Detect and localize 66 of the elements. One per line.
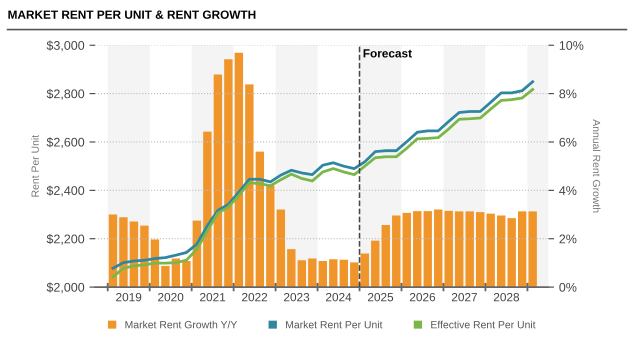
x-tick-label: 2026 [410, 292, 436, 302]
bar [434, 209, 442, 288]
bar [350, 262, 358, 288]
bar [455, 211, 464, 288]
bar [203, 132, 212, 288]
x-tick-label: 2023 [284, 292, 310, 302]
bar [161, 266, 170, 288]
bar [224, 59, 233, 288]
bar [318, 260, 327, 288]
y-tick-label: $2,000 [46, 282, 84, 294]
y-tick-label: $3,000 [46, 40, 84, 52]
bar [402, 212, 411, 288]
x-tick-label: 2024 [326, 292, 352, 302]
y2-axis-title: Annual Rent Growth [592, 119, 601, 212]
bar [424, 211, 432, 288]
y2-tick-label: 10% [560, 41, 584, 50]
bar [382, 224, 390, 288]
legend-label: Market Rent Per Unit [286, 320, 382, 328]
bar [308, 258, 317, 288]
bar [256, 152, 264, 288]
y2-tick-label: 0% [559, 282, 576, 292]
x-tick-label: 2028 [494, 292, 520, 302]
bar [444, 210, 453, 288]
x-tick-label: 2020 [158, 292, 184, 302]
y2-tick-label: 2% [559, 234, 576, 244]
x-tick-label: 2027 [452, 292, 478, 302]
bar [234, 52, 244, 288]
y-tick-label: $2,400 [46, 186, 84, 196]
bar [466, 211, 474, 288]
bar [518, 211, 526, 288]
bar [476, 212, 484, 288]
bar [340, 260, 348, 288]
bar [287, 249, 296, 288]
bar [413, 211, 422, 288]
legend-label: Market Rent Growth Y/Y [125, 320, 238, 328]
y2-tick-label: 4% [559, 186, 576, 195]
y2-tick-label: 8% [559, 89, 576, 98]
bar [329, 259, 338, 288]
y-tick-label: $2,800 [46, 88, 84, 100]
bar [371, 240, 380, 288]
bar [360, 253, 369, 288]
x-tick-label: 2019 [116, 292, 142, 302]
bar [119, 217, 128, 288]
bar [496, 216, 506, 288]
x-tick-label: 2021 [200, 292, 226, 302]
x-tick-label: 2025 [368, 292, 394, 302]
x-tick-label: 2022 [242, 292, 268, 302]
ref-line-label: Forecast [364, 49, 412, 58]
bar [245, 84, 254, 288]
bar [130, 222, 138, 288]
bar [528, 211, 537, 288]
legend-label: Effective Rent Per Unit [431, 320, 536, 328]
y-axis-title: Rent Per Unit [31, 134, 39, 197]
chart-title: MARKET RENT PER UNIT & RENT GROWTH [8, 10, 256, 19]
bar [486, 214, 495, 288]
y-tick-label: $2,200 [46, 234, 84, 245]
bar [266, 186, 275, 288]
bar [108, 214, 118, 288]
bar [182, 260, 191, 288]
bar [276, 209, 286, 288]
bar [392, 216, 400, 288]
bar [214, 74, 222, 288]
y2-tick-label: 6% [559, 138, 576, 147]
bar [507, 218, 516, 288]
y-tick-label: $2,600 [46, 137, 84, 148]
bar [298, 260, 306, 288]
